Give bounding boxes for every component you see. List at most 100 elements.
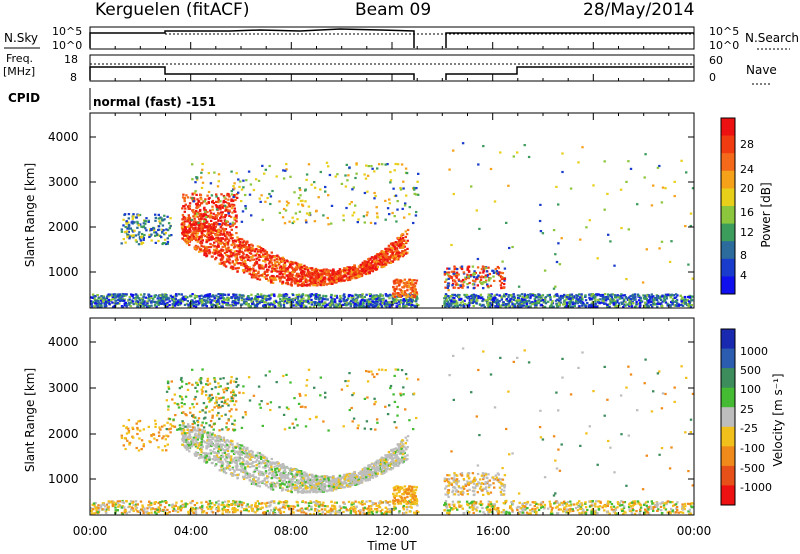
power-cell — [342, 279, 345, 282]
power-cell — [384, 302, 387, 305]
power-cell — [387, 244, 391, 247]
power-cell — [447, 277, 450, 280]
power-cell — [525, 302, 528, 305]
power-cell — [501, 272, 505, 275]
power-cell — [414, 214, 418, 217]
power-cell — [537, 301, 541, 305]
power-cell — [327, 274, 331, 277]
power-cell — [188, 228, 192, 231]
power-cell — [205, 241, 208, 244]
power-cell — [103, 304, 106, 307]
power-cell — [488, 304, 491, 307]
power-cell — [264, 265, 267, 268]
power-cell — [235, 172, 238, 175]
power-cell — [502, 286, 505, 290]
power-cell — [217, 230, 220, 233]
power-cell — [135, 296, 138, 299]
power-cell — [221, 245, 224, 248]
power-cell — [268, 294, 271, 297]
power-cell — [637, 299, 641, 302]
power-cell — [222, 201, 225, 204]
power-cell — [230, 198, 233, 201]
power-cell — [194, 245, 198, 248]
power-cell — [318, 277, 322, 280]
power-cell — [190, 295, 193, 298]
power-cell — [285, 168, 288, 171]
power-cell — [233, 217, 236, 220]
power-cell — [508, 246, 511, 250]
power-cell — [206, 233, 209, 236]
power-cell — [296, 272, 299, 275]
power-cell — [487, 296, 490, 299]
power-cell — [296, 274, 299, 277]
power-cell — [402, 244, 406, 247]
power-cell — [265, 277, 269, 280]
power-cell — [628, 304, 631, 308]
power-cell — [389, 170, 392, 174]
power-cell — [220, 254, 224, 257]
power-cell — [203, 252, 206, 255]
power-cell — [373, 170, 376, 173]
power-cell — [231, 237, 234, 240]
power-cell — [211, 299, 214, 302]
power-cell — [401, 238, 404, 241]
power-cell — [227, 202, 231, 205]
power-cell — [183, 210, 186, 213]
power-cell — [507, 302, 511, 305]
power-cell — [231, 224, 234, 227]
power-cell — [291, 221, 294, 225]
power-cell — [182, 232, 186, 236]
power-cell — [154, 219, 157, 222]
power-cell — [100, 302, 103, 305]
nsky-label: N.Sky — [4, 31, 38, 45]
power-cell — [147, 219, 150, 222]
power-cell — [377, 259, 380, 262]
power-cell — [281, 281, 284, 284]
power-cell — [526, 294, 529, 297]
power-cell — [355, 269, 358, 272]
power-cell — [637, 302, 640, 305]
power-cell — [359, 266, 362, 269]
power-cell — [143, 301, 146, 304]
power-cell — [319, 188, 322, 191]
power-cell — [680, 298, 683, 302]
power-cell — [200, 217, 203, 220]
power-cell — [489, 167, 493, 171]
power-cell — [353, 266, 357, 269]
power-cell — [261, 264, 264, 267]
power-cell — [379, 303, 382, 306]
power-cell — [373, 191, 376, 195]
power-cell — [345, 301, 348, 304]
power-cell — [609, 298, 612, 301]
power-cell — [258, 278, 262, 281]
power-cell — [166, 237, 169, 240]
power-cell — [673, 195, 676, 198]
power-cell — [253, 305, 257, 308]
power-cell — [503, 293, 506, 296]
power-cell — [385, 254, 388, 257]
power-cell — [263, 304, 266, 307]
power-cell — [224, 200, 227, 203]
power-cell — [232, 196, 235, 199]
power-cell — [225, 258, 229, 261]
power-cell — [489, 305, 492, 308]
power-cell — [197, 200, 201, 203]
power-cell — [444, 295, 447, 298]
power-cell — [455, 302, 459, 305]
power-cell — [380, 264, 384, 267]
power-cell — [198, 250, 201, 253]
power-cell — [223, 298, 226, 302]
power-cell — [633, 295, 636, 298]
power-cell — [353, 274, 356, 277]
power-cell — [392, 301, 395, 304]
power-cell — [191, 197, 194, 200]
power-cell — [370, 300, 373, 303]
power-cell — [367, 266, 370, 269]
power-cell — [326, 269, 330, 272]
power-cell — [233, 243, 236, 246]
power-cell — [202, 213, 206, 216]
power-cell — [206, 232, 210, 235]
power-cell — [250, 273, 253, 276]
power-cell — [510, 300, 513, 303]
power-cell — [304, 266, 308, 269]
